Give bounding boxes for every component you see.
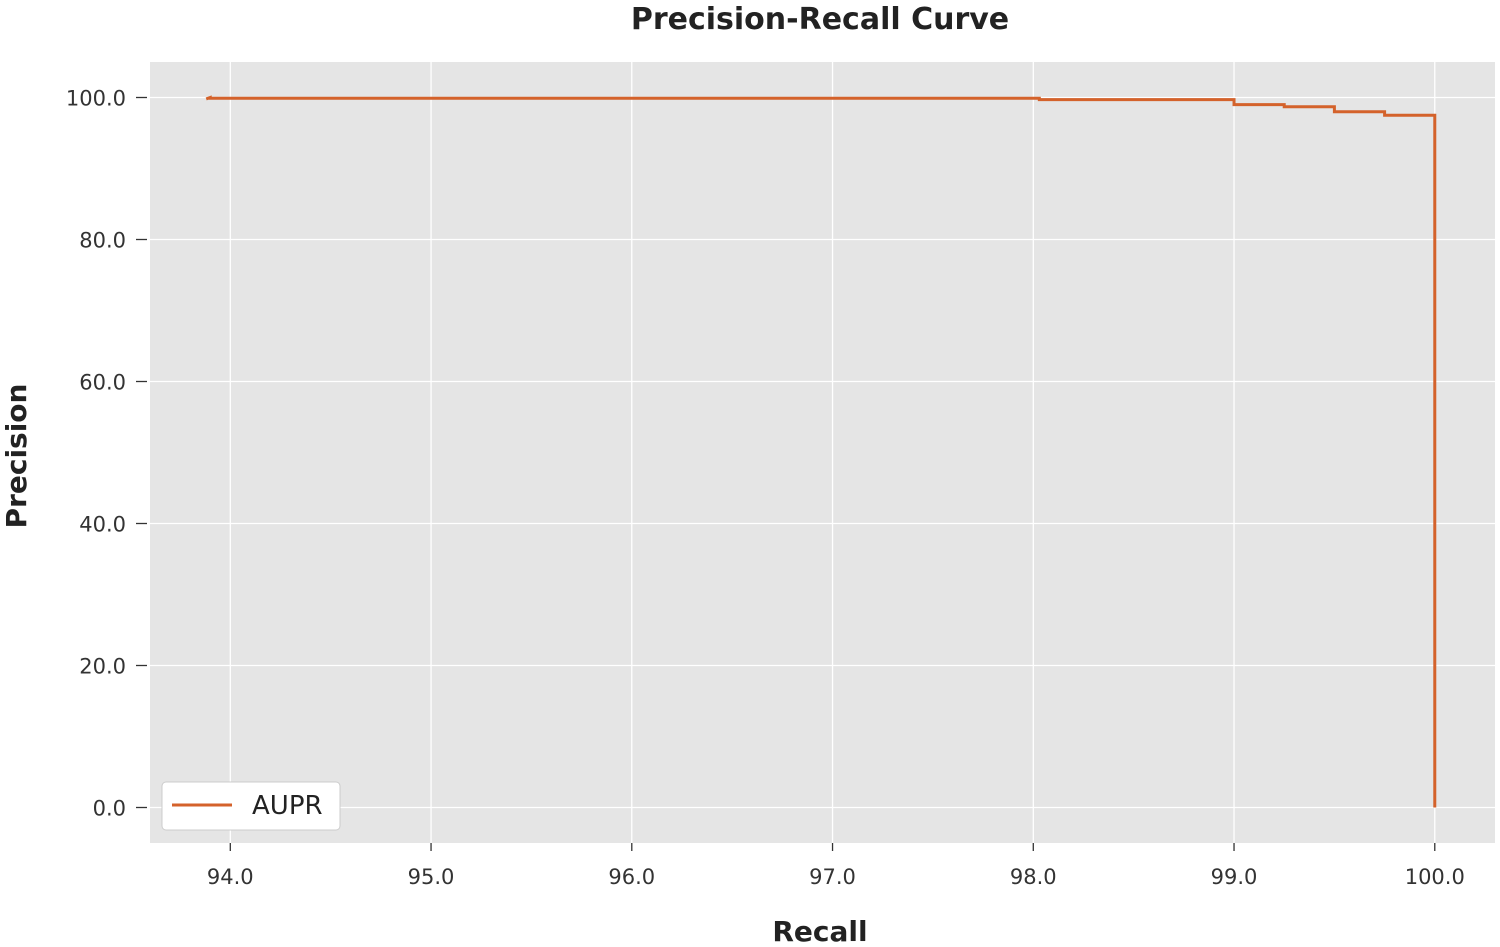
y-tick-label: 100.0 <box>66 87 126 111</box>
legend-label: AUPR <box>252 791 323 821</box>
y-axis-title: Precision <box>0 384 33 529</box>
x-tick-label: 94.0 <box>207 865 254 889</box>
x-tick-label: 99.0 <box>1211 865 1258 889</box>
legend: AUPR <box>161 781 341 831</box>
chart-title: Precision-Recall Curve <box>631 2 1009 37</box>
x-tick-label: 97.0 <box>809 865 856 889</box>
x-tick-label: 100.0 <box>1405 865 1465 889</box>
x-tick-label: 98.0 <box>1010 865 1057 889</box>
x-tick-label: 96.0 <box>608 865 655 889</box>
legend-box <box>161 781 341 831</box>
y-tick-label: 80.0 <box>79 229 126 253</box>
x-tick-label: 95.0 <box>408 865 455 889</box>
y-tick-label: 0.0 <box>93 797 126 821</box>
series-line-aupr <box>205 95 1437 808</box>
y-tick-label: 60.0 <box>79 371 126 395</box>
ticks: 94.0 95.0 96.0 97.0 98.0 99.0 100.0 0.0 20.0 40.0… <box>66 87 1465 890</box>
y-tick-label: 40.0 <box>79 513 126 537</box>
x-axis-title: Recall <box>772 915 867 947</box>
series-layer <box>205 95 1437 808</box>
plot-area <box>150 62 1495 843</box>
y-tick-label: 20.0 <box>79 655 126 679</box>
